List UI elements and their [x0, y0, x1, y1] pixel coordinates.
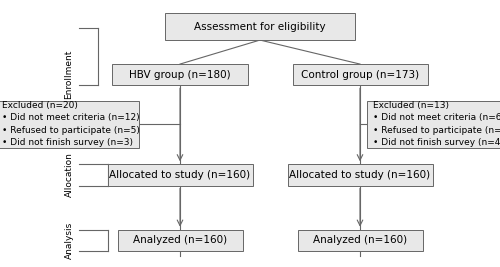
Text: Excluded (n=20)
• Did not meet criteria (n=12)
• Refused to participate (n=5)
• : Excluded (n=20) • Did not meet criteria … [2, 101, 140, 147]
FancyBboxPatch shape [0, 101, 138, 147]
Text: Control group (n=173): Control group (n=173) [301, 70, 419, 80]
Text: HBV group (n=180): HBV group (n=180) [129, 70, 231, 80]
Text: Analysis: Analysis [64, 222, 74, 259]
FancyBboxPatch shape [118, 230, 242, 251]
FancyBboxPatch shape [292, 64, 428, 85]
FancyBboxPatch shape [288, 164, 432, 186]
Text: Analyzed (n=160): Analyzed (n=160) [313, 235, 407, 245]
Text: Allocated to study (n=160): Allocated to study (n=160) [290, 170, 430, 180]
FancyBboxPatch shape [367, 101, 500, 147]
FancyBboxPatch shape [298, 230, 422, 251]
Text: Allocated to study (n=160): Allocated to study (n=160) [110, 170, 250, 180]
Text: Analyzed (n=160): Analyzed (n=160) [133, 235, 227, 245]
FancyBboxPatch shape [108, 164, 253, 186]
FancyBboxPatch shape [165, 13, 355, 40]
Text: Enrollment: Enrollment [64, 50, 74, 99]
Text: Excluded (n=13)
• Did not meet criteria (n=6)
• Refused to participate (n=3)
• D: Excluded (n=13) • Did not meet criteria … [373, 101, 500, 147]
Text: Assessment for eligibility: Assessment for eligibility [194, 22, 326, 32]
FancyBboxPatch shape [112, 64, 248, 85]
Text: Allocation: Allocation [64, 152, 74, 197]
